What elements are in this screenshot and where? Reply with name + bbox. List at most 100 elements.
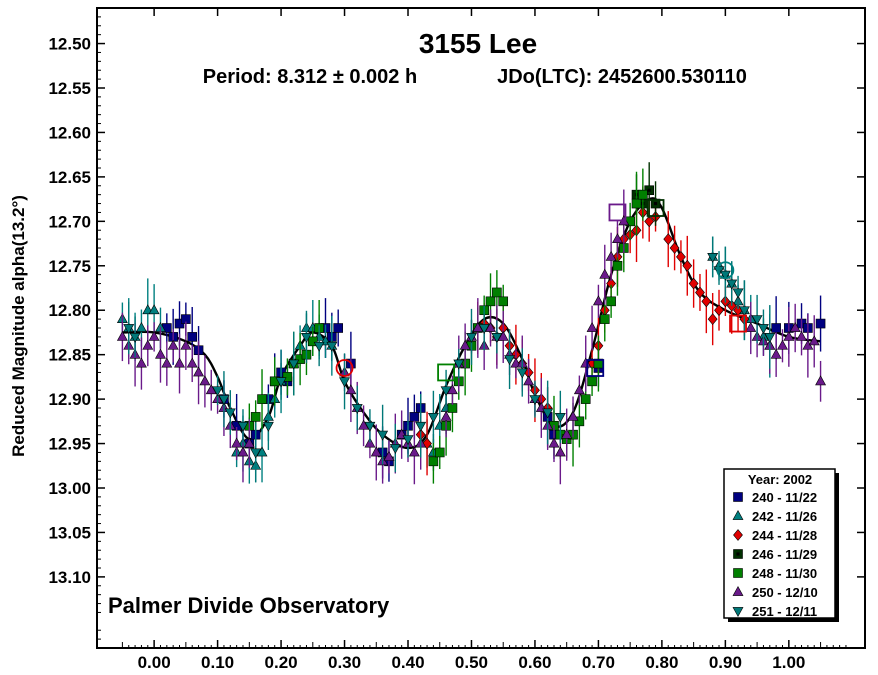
data-point bbox=[751, 315, 763, 326]
x-tick-label: 1.00 bbox=[772, 653, 805, 672]
data-point bbox=[789, 321, 801, 332]
x-tick-label: 0.20 bbox=[265, 653, 298, 672]
data-point bbox=[676, 251, 686, 263]
data-point bbox=[815, 375, 827, 386]
y-tick-label: 13.10 bbox=[48, 568, 91, 587]
data-point bbox=[262, 421, 274, 432]
data-point bbox=[364, 437, 376, 448]
legend-title: Year: 2002 bbox=[748, 472, 812, 487]
data-point bbox=[446, 384, 458, 395]
data-point bbox=[205, 384, 217, 395]
data-point bbox=[187, 332, 198, 342]
data-point bbox=[808, 335, 820, 346]
data-point bbox=[428, 456, 439, 467]
data-point bbox=[498, 296, 509, 307]
y-tick-label: 12.60 bbox=[48, 123, 91, 142]
data-point bbox=[599, 314, 610, 324]
data-point bbox=[586, 321, 598, 332]
data-point bbox=[440, 410, 452, 421]
data-point bbox=[180, 339, 192, 350]
data-point bbox=[491, 332, 503, 343]
data-point bbox=[606, 296, 616, 307]
data-point bbox=[726, 279, 738, 290]
data-point bbox=[783, 330, 795, 341]
data-point bbox=[250, 448, 262, 459]
data-point bbox=[554, 446, 566, 457]
data-point bbox=[663, 233, 674, 245]
data-point bbox=[485, 321, 496, 332]
data-point bbox=[770, 348, 782, 359]
data-point bbox=[592, 295, 604, 306]
legend-marker-center bbox=[736, 552, 740, 556]
data-point bbox=[148, 304, 160, 315]
data-point bbox=[415, 421, 427, 432]
data-point bbox=[155, 348, 166, 359]
open-marker bbox=[437, 363, 455, 382]
data-point bbox=[345, 384, 357, 395]
data-point bbox=[644, 215, 655, 228]
data-point bbox=[326, 341, 338, 352]
y-tick-label: 13.05 bbox=[48, 523, 91, 542]
data-point bbox=[719, 270, 731, 281]
data-point bbox=[771, 323, 781, 333]
data-point bbox=[459, 339, 471, 350]
legend-item-label: 244 - 11/28 bbox=[752, 528, 817, 543]
data-point bbox=[377, 430, 389, 441]
series-6 bbox=[123, 236, 776, 483]
data-point bbox=[186, 357, 198, 368]
data-point bbox=[370, 446, 382, 457]
data-point bbox=[599, 268, 611, 279]
x-tick-label: 0.80 bbox=[645, 653, 678, 672]
data-point bbox=[516, 368, 528, 379]
y-tick-label: 12.80 bbox=[48, 301, 91, 320]
data-point bbox=[472, 321, 484, 332]
data-point bbox=[427, 412, 439, 423]
observatory-watermark: Palmer Divide Observatory bbox=[108, 593, 390, 618]
data-point bbox=[523, 375, 535, 386]
x-tick-label: 0.50 bbox=[455, 653, 488, 672]
y-tick-label: 12.75 bbox=[48, 257, 91, 276]
y-tick-label: 12.55 bbox=[48, 79, 91, 98]
data-point bbox=[732, 288, 744, 299]
data-point bbox=[567, 410, 579, 421]
data-point bbox=[408, 446, 420, 457]
data-point bbox=[707, 313, 718, 325]
data-point bbox=[561, 428, 573, 439]
data-point bbox=[218, 395, 230, 406]
x-tick-label: 0.40 bbox=[391, 653, 424, 672]
data-point bbox=[587, 376, 597, 387]
data-point bbox=[231, 437, 243, 448]
open-marker bbox=[646, 199, 665, 217]
data-point bbox=[453, 359, 465, 370]
data-point bbox=[440, 386, 452, 397]
y-axis-label: Reduced Magnitude alpha(13.2°) bbox=[9, 195, 28, 457]
data-point bbox=[573, 384, 585, 395]
data-point bbox=[135, 321, 147, 332]
data-point bbox=[529, 395, 541, 406]
data-point bbox=[574, 416, 585, 427]
data-point bbox=[605, 250, 617, 261]
chart-title: 3155 Lee bbox=[419, 28, 537, 59]
data-point bbox=[142, 339, 154, 350]
data-point bbox=[497, 330, 509, 341]
data-point bbox=[288, 359, 300, 370]
open-marker bbox=[716, 261, 735, 280]
data-point bbox=[199, 375, 211, 386]
data-point bbox=[631, 198, 642, 209]
y-tick-label: 12.50 bbox=[48, 35, 91, 54]
data-point-center bbox=[647, 188, 651, 192]
data-point bbox=[167, 339, 179, 350]
legend-item-label: 240 - 11/22 bbox=[752, 490, 817, 505]
legend-marker bbox=[733, 568, 743, 578]
y-tick-label: 12.85 bbox=[48, 346, 91, 365]
legend-marker bbox=[733, 492, 743, 502]
data-point bbox=[313, 341, 325, 352]
period-label: Period: 8.312 ± 0.002 h bbox=[203, 66, 417, 88]
legend-item-label: 248 - 11/30 bbox=[752, 566, 817, 581]
data-point bbox=[389, 444, 401, 455]
x-tick-label: 0.30 bbox=[328, 653, 361, 672]
data-point bbox=[275, 377, 287, 388]
epoch-label: JDo(LTC): 2452600.530110 bbox=[497, 66, 747, 88]
data-point bbox=[688, 277, 699, 290]
legend-marker bbox=[732, 607, 744, 618]
